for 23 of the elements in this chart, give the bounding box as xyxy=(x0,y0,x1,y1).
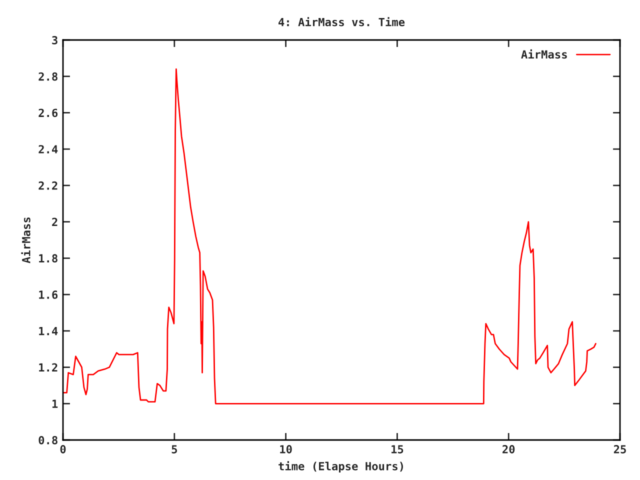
y-tick-label: 1.6 xyxy=(39,290,58,299)
y-tick-label: 2.2 xyxy=(38,181,58,190)
y-tick-label: 1 xyxy=(52,400,58,408)
y-axis-title: AirMass xyxy=(21,217,30,264)
x-tick-label: 20 xyxy=(502,445,515,454)
y-tick-label: 0.8 xyxy=(38,436,58,444)
x-axis-title: time (Elapse Hours) xyxy=(278,461,403,473)
x-tick-label: 5 xyxy=(172,445,177,454)
y-tick-label: 1.4 xyxy=(39,327,58,336)
y-tick-label: 1.8 xyxy=(39,254,58,263)
legend-label: AirMass xyxy=(521,49,567,59)
y-tick-label: 3 xyxy=(52,36,58,44)
x-tick-label: 10 xyxy=(280,445,292,454)
x-tick-label: 25 xyxy=(614,445,626,454)
x-tick-label: 0 xyxy=(60,445,66,454)
y-tick-label: 1.2 xyxy=(39,363,58,372)
y-tick-label: 2 xyxy=(52,218,58,226)
y-tick-label: 2.4 xyxy=(38,145,58,154)
chart-title: 4: AirMass vs. Time xyxy=(278,17,405,26)
y-tick-label: 2.8 xyxy=(38,72,58,81)
line-series xyxy=(63,68,596,404)
x-tick-label: 15 xyxy=(392,445,404,454)
y-tick-label: 2.6 xyxy=(38,108,58,118)
